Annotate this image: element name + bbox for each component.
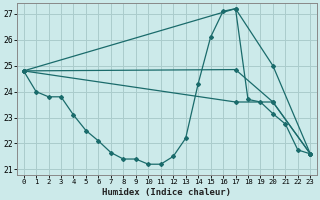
X-axis label: Humidex (Indice chaleur): Humidex (Indice chaleur) [102,188,231,197]
